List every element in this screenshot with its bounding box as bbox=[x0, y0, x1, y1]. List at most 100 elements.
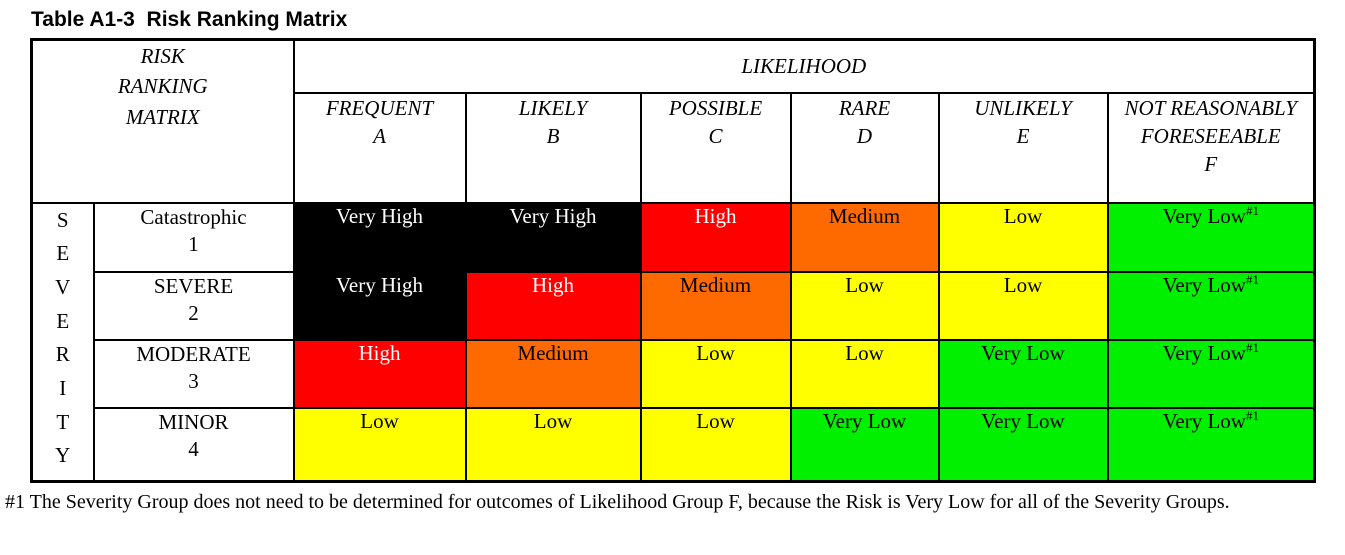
corner-cell-risk-ranking-matrix: RISK RANKING MATRIX bbox=[30, 38, 295, 204]
risk-cell-sev2-f: Very Low#1 bbox=[1106, 270, 1316, 341]
risk-level-text: Low bbox=[1003, 203, 1043, 228]
risk-level-text: Low bbox=[696, 340, 735, 365]
severity-group-label-4: MINOR 4 bbox=[92, 406, 295, 483]
footnote-marker: #1 bbox=[1245, 202, 1259, 218]
risk-cell-sev4-e: Very Low bbox=[937, 406, 1109, 483]
severity-letter: Y bbox=[55, 443, 71, 468]
likelihood-letter: D bbox=[856, 123, 873, 148]
risk-level-text: Very Low bbox=[1162, 408, 1246, 433]
risk-cell-sev1-f: Very Low#1 bbox=[1106, 201, 1316, 273]
risk-level-text: Medium bbox=[679, 272, 752, 297]
risk-cell-sev4-a: Low bbox=[292, 406, 467, 483]
severity-row-4: MINOR 4 Low Low Low Very Low Very Low Very Low#… bbox=[32, 406, 1316, 483]
likelihood-letter: E bbox=[1016, 123, 1030, 148]
risk-level-text: Medium bbox=[517, 340, 589, 365]
likelihood-letter: B bbox=[546, 123, 560, 148]
likelihood-col-header-f: NOT REASONABLY FORESEEABLE F bbox=[1106, 91, 1316, 204]
severity-letter: I bbox=[59, 376, 67, 401]
risk-cell-sev1-c: High bbox=[639, 201, 792, 273]
risk-level-text: Low bbox=[845, 340, 884, 365]
likelihood-col-header-a: FREQUENT A bbox=[292, 91, 467, 204]
severity-group-name: MINOR bbox=[158, 409, 229, 434]
risk-level-text: Low bbox=[533, 408, 573, 433]
severity-group-number: 3 bbox=[188, 368, 199, 393]
risk-level-text: Very High bbox=[509, 203, 597, 228]
likelihood-col-header-b: LIKELY B bbox=[464, 91, 642, 204]
severity-letter: E bbox=[56, 308, 70, 333]
risk-cell-sev4-f: Very Low#1 bbox=[1106, 406, 1316, 483]
risk-level-text: Very Low bbox=[1162, 203, 1246, 228]
risk-cell-sev3-e: Very Low bbox=[937, 338, 1109, 409]
risk-cell-sev3-d: Low bbox=[789, 338, 940, 409]
likelihood-header: LIKELIHOOD bbox=[292, 38, 1316, 94]
footnote-marker: #1 bbox=[1245, 407, 1259, 423]
footnote: #1 The Severity Group does not need to b… bbox=[5, 491, 1230, 513]
risk-level-text: High bbox=[532, 272, 574, 297]
severity-row-3: MODERATE 3 High Medium Low Low Very Low Very Lo… bbox=[32, 338, 1316, 409]
risk-cell-sev1-d: Medium bbox=[789, 201, 940, 273]
severity-group-name: SEVERE bbox=[153, 273, 234, 298]
likelihood-name: FREQUENT bbox=[325, 95, 434, 120]
risk-cell-sev3-f: Very Low#1 bbox=[1106, 338, 1316, 409]
risk-cell-sev2-c: Medium bbox=[639, 270, 792, 341]
likelihood-name: LIKELY bbox=[518, 95, 588, 120]
likelihood-col-header-e: UNLIKELY E bbox=[937, 91, 1109, 204]
risk-cell-sev3-a: High bbox=[292, 338, 467, 409]
likelihood-col-header-d: RARE D bbox=[789, 91, 940, 204]
risk-cell-sev1-e: Low bbox=[937, 201, 1109, 273]
risk-level-text: Low bbox=[845, 272, 884, 297]
likelihood-letter: A bbox=[373, 123, 386, 148]
risk-cell-sev2-a: Very High bbox=[292, 270, 467, 341]
severity-letter: R bbox=[55, 342, 70, 367]
severity-group-number: 4 bbox=[188, 436, 199, 461]
severity-group-name: MODERATE bbox=[136, 341, 251, 366]
risk-ranking-matrix-table: RISK RANKING MATRIX LIKELIHOOD FREQUENT A… bbox=[30, 38, 1317, 483]
table-title: Table A1-3 Risk Ranking Matrix bbox=[31, 8, 348, 31]
severity-letter: V bbox=[55, 274, 71, 299]
severity-row-1: S E V E R I T Y Catastrophic 1 Very High Very High H… bbox=[30, 201, 1316, 483]
risk-cell-sev1-a: Very High bbox=[292, 201, 467, 273]
risk-level-text: Very Low bbox=[1162, 340, 1246, 365]
severity-group-number: 2 bbox=[188, 300, 199, 325]
risk-level-text: Low bbox=[1003, 272, 1043, 297]
risk-cell-sev2-b: High bbox=[464, 270, 642, 341]
risk-level-text: Low bbox=[360, 408, 399, 433]
risk-cell-sev3-c: Low bbox=[639, 338, 792, 409]
risk-cell-sev1-b: Very High bbox=[464, 201, 642, 273]
severity-group-number: 1 bbox=[188, 231, 199, 256]
likelihood-name: RARE bbox=[838, 95, 891, 120]
risk-level-text: Very Low bbox=[1162, 272, 1246, 297]
risk-cell-sev3-b: Medium bbox=[464, 338, 642, 409]
severity-letter: T bbox=[56, 409, 70, 434]
severity-group-label-1: Catastrophic 1 bbox=[92, 201, 295, 273]
risk-level-text: Very High bbox=[336, 203, 423, 228]
risk-level-text: Very Low bbox=[822, 408, 907, 433]
likelihood-name: NOT REASONABLY FORESEEABLE bbox=[1124, 95, 1297, 148]
likelihood-letter: F bbox=[1204, 152, 1218, 177]
risk-level-text: Very High bbox=[336, 272, 423, 297]
risk-level-text: High bbox=[694, 203, 737, 228]
risk-cell-sev2-d: Low bbox=[789, 270, 940, 341]
risk-level-text: Low bbox=[696, 408, 735, 433]
severity-group-label-3: MODERATE 3 bbox=[92, 338, 295, 409]
severity-group-label-2: SEVERE 2 bbox=[92, 270, 295, 341]
risk-cell-sev4-d: Very Low bbox=[789, 406, 940, 483]
risk-level-text: Very Low bbox=[981, 340, 1065, 365]
severity-letter: E bbox=[56, 241, 70, 266]
footnote-marker: #1 bbox=[1245, 271, 1259, 287]
likelihood-name: UNLIKELY bbox=[974, 95, 1072, 120]
risk-level-text: Medium bbox=[828, 203, 901, 228]
risk-cell-sev4-b: Low bbox=[464, 406, 642, 483]
risk-level-text: High bbox=[358, 340, 401, 365]
severity-group-name: Catastrophic bbox=[140, 204, 247, 229]
likelihood-col-header-c: POSSIBLE C bbox=[639, 91, 792, 204]
severity-letter: S bbox=[56, 207, 69, 232]
likelihood-letter: C bbox=[708, 123, 723, 148]
risk-level-text: Very Low bbox=[981, 408, 1065, 433]
severity-row-2: SEVERE 2 Very High High Medium Low Low Very Low… bbox=[32, 270, 1316, 341]
risk-cell-sev2-e: Low bbox=[937, 270, 1109, 341]
risk-cell-sev4-c: Low bbox=[639, 406, 792, 483]
footnote-marker: #1 bbox=[1245, 339, 1259, 355]
likelihood-name: POSSIBLE bbox=[668, 95, 763, 120]
